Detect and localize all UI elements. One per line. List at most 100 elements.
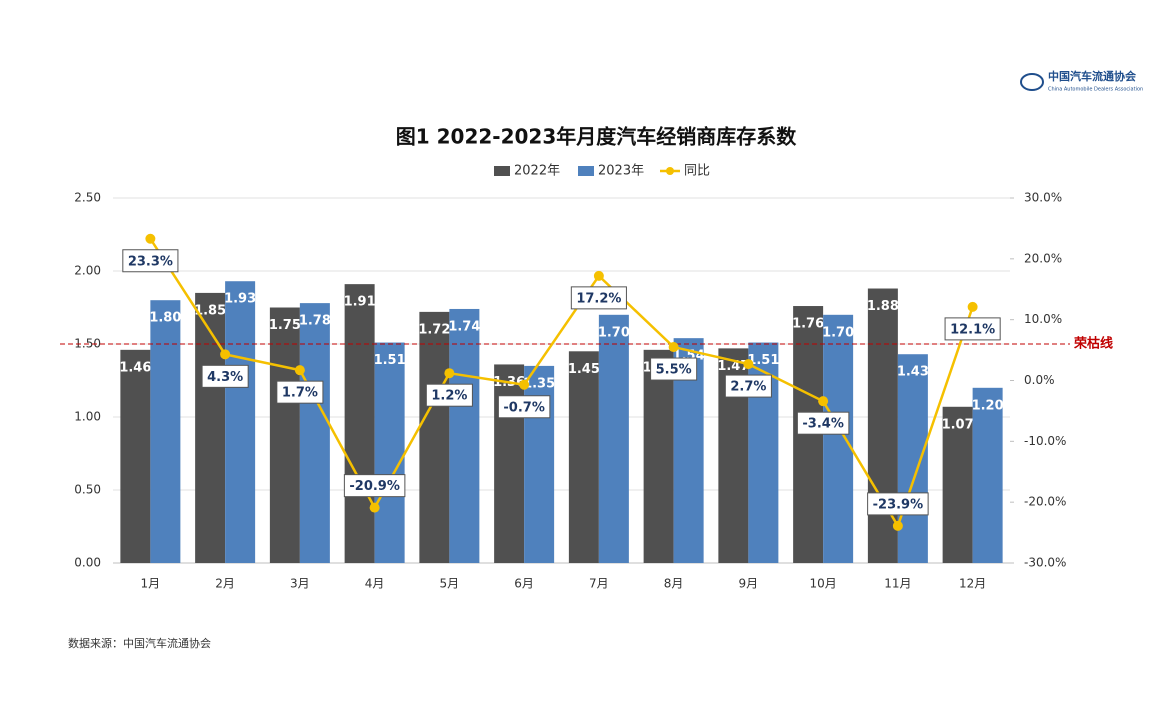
line-point (220, 349, 231, 360)
bar (867, 288, 898, 563)
bar-value-label: 1.76 (792, 317, 824, 332)
bar-value-label: 1.72 (418, 322, 450, 337)
line-value-label: 5.5% (650, 357, 698, 381)
y2-tick-label: 20.0% (1024, 251, 1062, 265)
label-box (796, 411, 850, 435)
y2-tick-label: 30.0% (1024, 191, 1062, 205)
x-tick-label: 10月 (809, 577, 836, 591)
bar-value-label: 1.70 (598, 325, 630, 340)
x-tick-label: 4月 (365, 577, 385, 591)
bar-value-label: 1.75 (269, 318, 301, 333)
bar (269, 307, 300, 563)
line-value-label: 1.7% (276, 380, 324, 404)
source: 数据来源：中国汽车流通协会 (68, 636, 211, 650)
line-value-text: -0.7% (503, 400, 544, 415)
y2-tick-label: 0.0% (1024, 373, 1055, 387)
bar (942, 406, 973, 563)
line-point (294, 365, 305, 376)
x-tick-label: 9月 (739, 577, 759, 591)
x-tick-label: 6月 (514, 577, 534, 591)
x-tick-label: 12月 (959, 577, 986, 591)
line-value-text: 4.3% (207, 370, 243, 385)
line-value-text: -20.9% (349, 479, 400, 494)
logo-icon (1020, 73, 1044, 91)
line-value-label: -3.4% (796, 411, 850, 435)
bar-value-label: 1.43 (897, 365, 929, 380)
line-value-label: -20.9% (343, 474, 406, 498)
label-box (724, 374, 772, 398)
line-point (668, 342, 679, 353)
line-value-label: 1.2% (425, 383, 473, 407)
bar-value-label: 1.07 (942, 417, 974, 432)
bar (225, 281, 256, 563)
bar-value-label: 1.45 (568, 362, 600, 377)
label-box (650, 357, 698, 381)
bar-value-label: 1.74 (448, 319, 480, 334)
label-box (570, 286, 627, 310)
legend-label: 同比 (684, 164, 710, 179)
x-tick-label: 2月 (215, 577, 235, 591)
line-value-label: 4.3% (201, 364, 249, 388)
label-box (201, 364, 249, 388)
label-box (343, 474, 406, 498)
bar (449, 308, 480, 563)
x-tick-label: 3月 (290, 577, 310, 591)
line-point (967, 301, 978, 312)
line-value-text: 2.7% (730, 380, 766, 395)
legend-swatch (578, 166, 594, 176)
x-tick-label: 7月 (589, 577, 609, 591)
y-tick-label: 2.00 (74, 264, 101, 278)
line-point (818, 396, 829, 407)
line-value-label: 12.1% (944, 317, 1001, 341)
line-point (593, 270, 604, 281)
bar (897, 354, 928, 563)
legend-label: 2022年 (514, 164, 560, 179)
bar-value-label: 1.70 (822, 325, 854, 340)
bar-value-label: 1.78 (299, 314, 331, 329)
reference-label: 荣枯线 (1073, 336, 1113, 352)
x-tick-label: 11月 (884, 577, 911, 591)
line-value-label: 23.3% (122, 249, 179, 273)
bar-value-label: 1.20 (972, 398, 1004, 413)
x-tick-label: 8月 (664, 577, 684, 591)
line-value-label: 2.7% (724, 374, 772, 398)
line-point (369, 502, 380, 513)
bar (120, 349, 151, 563)
line-value-text: -3.4% (802, 417, 843, 432)
bar (823, 314, 854, 563)
y-tick-label: 1.00 (74, 410, 101, 424)
line-value-text: 5.5% (656, 363, 692, 378)
bar (494, 364, 525, 563)
bar (299, 303, 330, 563)
label-box (497, 395, 551, 419)
line-value-text: -23.9% (873, 497, 924, 512)
bar-value-label: 1.80 (149, 311, 181, 326)
y-tick-label: 0.00 (74, 556, 101, 570)
legend-swatch (494, 166, 510, 176)
label-box (425, 383, 473, 407)
bar-value-label: 1.51 (747, 353, 779, 368)
line-value-text: 23.3% (128, 254, 173, 269)
line-point (145, 233, 156, 244)
bar (419, 311, 450, 563)
y-tick-label: 2.50 (74, 191, 101, 205)
label-box (944, 317, 1001, 341)
x-tick-label: 5月 (440, 577, 460, 591)
line-point (444, 368, 455, 379)
y2-tick-label: 10.0% (1024, 312, 1062, 326)
line-value-label: -0.7% (497, 395, 551, 419)
x-tick-label: 1月 (141, 577, 161, 591)
label-box (867, 492, 929, 516)
line-value-label: 17.2% (570, 286, 627, 310)
bar-value-label: 1.91 (344, 295, 376, 310)
line-value-label: -23.9% (867, 492, 929, 516)
line-value-text: 1.2% (431, 389, 467, 404)
bar-value-label: 1.35 (523, 376, 555, 391)
bar (195, 292, 226, 563)
bar (598, 314, 629, 563)
bar (972, 387, 1003, 563)
bar (568, 351, 599, 563)
bar (643, 349, 674, 563)
